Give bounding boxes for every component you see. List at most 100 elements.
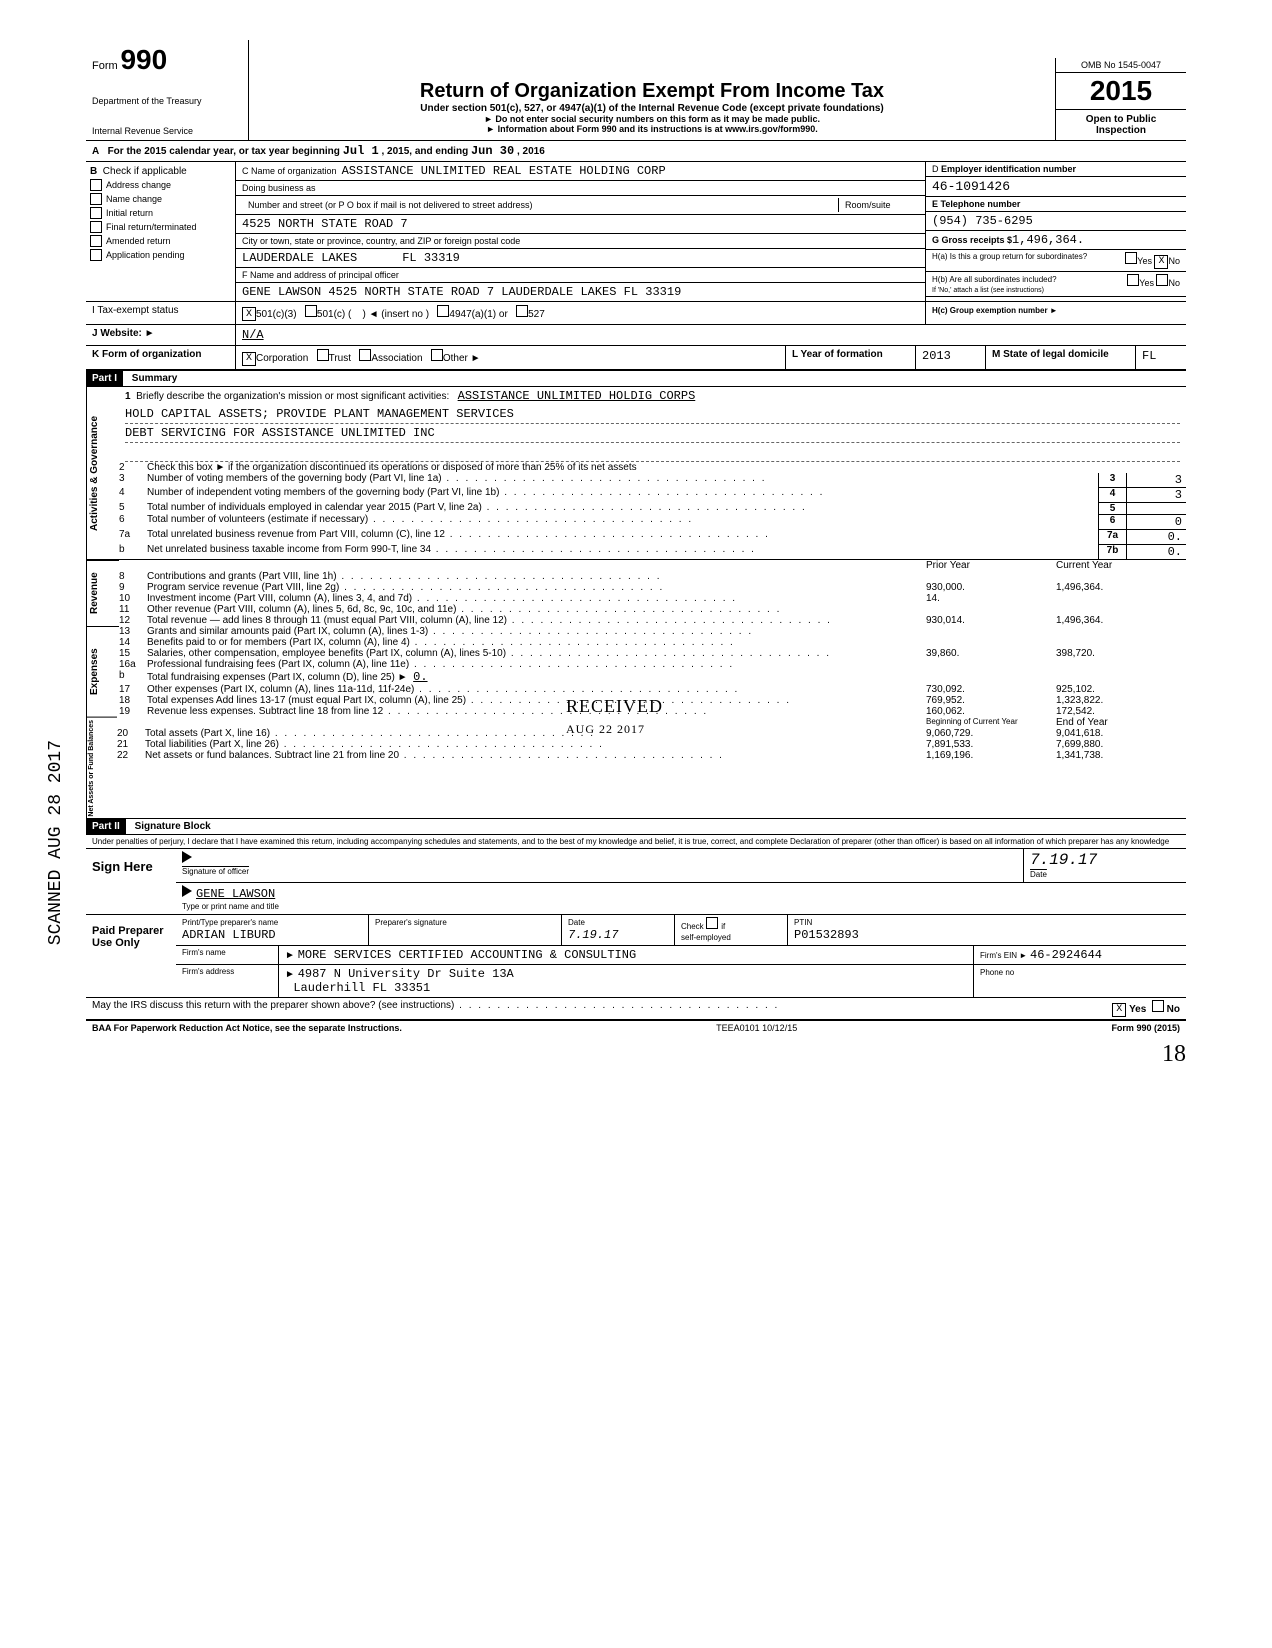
line7a-text: Total unrelated business revenue from Pa… [147, 529, 1098, 544]
trust-checkbox[interactable] [317, 349, 329, 361]
line1-label: Briefly describe the organization's miss… [136, 391, 449, 402]
checkbox-address-change[interactable] [90, 179, 102, 191]
line18-text: Total expenses Add lines 13-17 (must equ… [147, 695, 926, 706]
open-public-1: Open to Public [1086, 114, 1157, 125]
form-subtitle-2: ► Do not enter social security numbers o… [255, 114, 1049, 124]
preparer-name: ADRIAN LIBURD [182, 928, 276, 942]
sign-here-block: Sign Here Signature of officer 7.19.17Da… [86, 849, 1186, 915]
other-checkbox[interactable] [431, 349, 443, 361]
penalties-text: Under penalties of perjury, I declare th… [86, 835, 1186, 849]
box-d-letter: D [932, 164, 939, 174]
line12-prior: 930,014. [926, 615, 1056, 626]
association-label: Association [371, 353, 422, 364]
side-activities-governance: Activities & Governance [86, 387, 119, 559]
line21-text: Total liabilities (Part X, line 26) [145, 739, 926, 750]
checkbox-initial-return[interactable] [90, 207, 102, 219]
telephone: (954) 735-6295 [932, 214, 1033, 228]
row-a-text3: , 2016 [517, 146, 545, 157]
officer-name-addr: GENE LAWSON 4525 NORTH STATE ROAD 7 LAUD… [242, 285, 681, 299]
line10-text: Investment income (Part VIII, column (A)… [147, 593, 926, 604]
state-domicile-label: M State of legal domicile [992, 349, 1109, 360]
hb-no-checkbox[interactable] [1156, 274, 1168, 286]
checkbox-amended-return[interactable] [90, 235, 102, 247]
tax-year: 2015 [1056, 73, 1186, 110]
gross-receipts-label: G Gross receipts $ [932, 235, 1012, 245]
corporation-checkbox[interactable]: X [242, 352, 256, 366]
line19-current: 172,542. [1056, 706, 1186, 717]
self-employed-checkbox[interactable] [706, 917, 718, 929]
line21-prior: 7,891,533. [926, 739, 1056, 750]
dept-treasury: Department of the Treasury [92, 96, 242, 106]
preparer-date-label: Date [568, 918, 585, 927]
received-date: AUG 22 2017 [566, 722, 645, 736]
line4-text: Number of independent voting members of … [147, 487, 1098, 502]
4947-checkbox[interactable] [437, 305, 449, 317]
org-name-label: Name of organization [251, 166, 337, 176]
line17-prior: 730,092. [926, 684, 1056, 695]
city-label: City or town, state or province, country… [242, 236, 520, 246]
line18-prior: 769,952. [926, 695, 1056, 706]
dba-label: Doing business as [242, 183, 316, 193]
hb-yes-checkbox[interactable] [1127, 274, 1139, 286]
line3-text: Number of voting members of the governin… [147, 473, 1098, 487]
ha-yes-checkbox[interactable] [1125, 252, 1137, 264]
side-expenses: Expenses [86, 626, 119, 717]
form-org-label: K Form of organization [86, 346, 236, 368]
label-name-change: Name change [106, 194, 162, 204]
line22-text: Net assets or fund balances. Subtract li… [145, 750, 926, 761]
year-formation: 2013 [922, 349, 951, 363]
part-1-header: Part I Summary [86, 370, 1186, 387]
501c-checkbox[interactable] [305, 305, 317, 317]
check-label: Check [681, 922, 704, 931]
line15-current: 398,720. [1056, 648, 1186, 659]
line22-prior: 1,169,196. [926, 750, 1056, 761]
line13-text: Grants and similar amounts paid (Part IX… [147, 626, 926, 637]
triangle-icon [182, 851, 192, 863]
header-grid: B Check if applicable Address change Nam… [86, 162, 1186, 302]
527-checkbox[interactable] [516, 305, 528, 317]
ha-no-checkbox[interactable]: X [1154, 255, 1168, 269]
line2-text: Check this box ► if the organization dis… [147, 462, 1098, 473]
hb-no: No [1168, 278, 1180, 288]
received-stamp: RECEIVED AUG 22 2017 [566, 696, 663, 738]
501c3-checkbox[interactable]: X [242, 307, 256, 321]
discuss-yes-checkbox[interactable]: X [1112, 1003, 1126, 1017]
discuss-yes: Yes [1129, 1004, 1146, 1015]
trust-label: Trust [329, 353, 351, 364]
association-checkbox[interactable] [359, 349, 371, 361]
checkbox-name-change[interactable] [90, 193, 102, 205]
line7b-value: 0. [1126, 544, 1186, 559]
sign-here-label: Sign Here [86, 849, 176, 914]
part-2-header: Part II Signature Block [86, 818, 1186, 835]
firm-ein-label: Firm's EIN ► [980, 951, 1027, 960]
checkbox-application-pending[interactable] [90, 249, 102, 261]
line21-current: 7,699,880. [1056, 739, 1186, 750]
baa-text: BAA For Paperwork Reduction Act Notice, … [92, 1023, 402, 1033]
street-label: Number and street (or P O box if mail is… [248, 200, 532, 210]
checkbox-final-return[interactable] [90, 221, 102, 233]
state-zip: FL 33319 [402, 251, 460, 265]
line5-text: Total number of individuals employed in … [147, 502, 1098, 514]
line16b-value: 0. [413, 670, 427, 684]
firm-addr-1: 4987 N University Dr Suite 13A [298, 967, 514, 981]
website-value: N/A [242, 328, 264, 342]
telephone-label: E Telephone number [932, 199, 1020, 209]
date-label: Date [1030, 870, 1047, 879]
current-year-header: Current Year [1056, 560, 1186, 571]
discuss-no-checkbox[interactable] [1152, 1000, 1164, 1012]
org-name: ASSISTANCE UNLIMITED REAL ESTATE HOLDING… [342, 164, 666, 178]
line15-prior: 39,860. [926, 648, 1056, 659]
line15-text: Salaries, other compensation, employee b… [147, 648, 926, 659]
received-text: RECEIVED [566, 696, 663, 716]
label-address-change: Address change [106, 180, 171, 190]
ha-yes: Yes [1137, 256, 1152, 266]
firm-name-label: Firm's name [176, 946, 279, 964]
other-label: Other ► [443, 353, 481, 364]
footer-form: Form 990 (2015) [1111, 1023, 1180, 1033]
dept-irs: Internal Revenue Service [92, 126, 242, 136]
end-year-header: End of Year [1056, 717, 1186, 728]
label-initial-return: Initial return [106, 208, 153, 218]
line11-text: Other revenue (Part VIII, column (A), li… [147, 604, 926, 615]
ha-label: H(a) Is this a group return for subordin… [932, 252, 1087, 269]
side-revenue: Revenue [86, 560, 119, 626]
